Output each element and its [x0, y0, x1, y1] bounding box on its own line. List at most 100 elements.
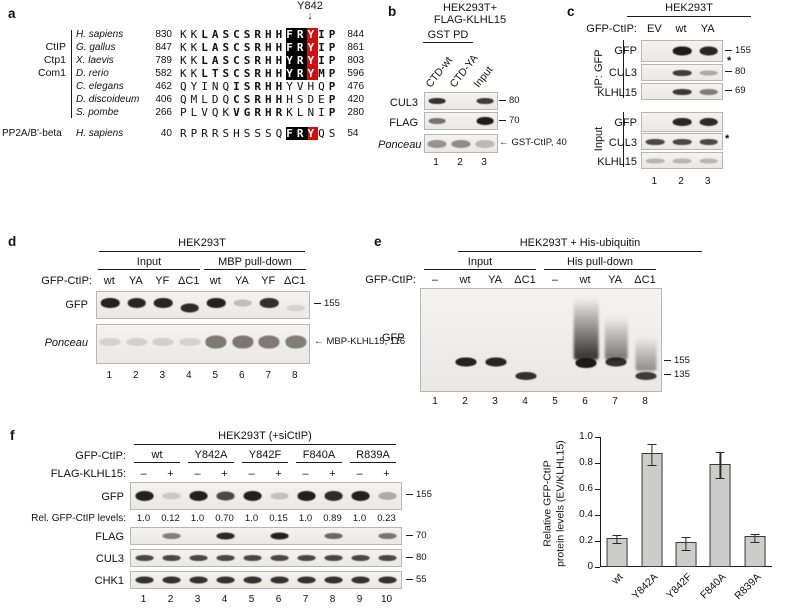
blot-band	[378, 492, 397, 500]
mw-marker-80: 80	[499, 95, 520, 106]
mw-value: 70	[509, 115, 520, 126]
lane-number: 5	[552, 396, 558, 407]
input-cul3-blot-label: CUL3	[593, 137, 637, 149]
his-pd-header: His pull-down	[544, 256, 656, 270]
residue-end-number: 861	[347, 42, 365, 53]
chart-plot: 0 0.2 0.4 0.6 0.8 1.0	[579, 431, 772, 572]
error-bar-cap	[647, 444, 657, 446]
genotype-label: R839A	[350, 449, 396, 463]
y-tick-label: 0	[587, 561, 593, 572]
mw-value: 70	[416, 530, 427, 541]
blot-band	[351, 576, 370, 584]
lane-label: YA	[608, 274, 622, 286]
sequence: RPRRSHSSSQFRYQS	[180, 127, 340, 140]
error-bar-cap	[715, 452, 725, 454]
blot-band	[258, 335, 280, 349]
y842-site-label: Y842	[297, 0, 323, 12]
lane-number: 4	[185, 370, 192, 381]
panel-e-label: e	[374, 234, 382, 249]
blot-band	[378, 576, 397, 584]
residue-start-number: 266	[155, 107, 172, 118]
blot-smear	[573, 295, 599, 360]
y-tick-label: 0.6	[579, 483, 593, 494]
blot-band	[270, 555, 289, 561]
marker-tick-line	[499, 119, 506, 122]
rel-levels-values: 1.0 0.12 1.0 0.70 1.0 0.15 1.0 0.89 1.0 0.23	[130, 513, 400, 525]
residue-end-number: 54	[347, 128, 359, 139]
blot-band	[152, 338, 174, 347]
transfection-title: FLAG-KLHL15	[433, 14, 507, 26]
mw-value: 155	[416, 489, 432, 500]
y-tick-label: 0.4	[579, 509, 593, 520]
lane-label: YA	[234, 275, 249, 287]
lane-label: YA	[700, 23, 715, 35]
group-label-ctp1: Ctp1	[43, 54, 66, 66]
input-header: Input	[424, 256, 536, 270]
blot-band	[475, 139, 495, 148]
residue-start-number: 847	[155, 42, 172, 53]
lane-number: 6	[275, 594, 282, 605]
alignment-row: C. elegans 462 QYINQISRHHYVHQP 476	[76, 80, 364, 93]
error-bar-cap	[715, 478, 725, 480]
flag-klhl15-label: FLAG-KLHL15:	[50, 468, 126, 480]
rel-level-value: 0.15	[269, 513, 288, 524]
blot-band	[270, 576, 289, 584]
input-gfp-blot	[641, 112, 723, 132]
x-tick-labels: wt Y842A Y842F F840A R839A	[600, 571, 772, 602]
cell-line-title: HEK293T	[178, 237, 226, 249]
chart-bar	[641, 453, 663, 567]
blot-band	[672, 158, 692, 163]
group-label-ctip: CtIP	[45, 41, 66, 53]
lane-label: wt	[675, 23, 687, 35]
blot-band	[286, 304, 306, 311]
panel-c-label: c	[567, 4, 575, 19]
mw-value: 69	[735, 85, 746, 96]
blot-band	[135, 576, 154, 584]
mbp-pd-header: MBP pull-down	[204, 256, 306, 270]
ponceau-blot	[424, 134, 498, 153]
panel-b-label: b	[388, 4, 397, 19]
mw-marker-80: 80	[725, 66, 746, 77]
construct-label: GFP-CtIP:	[586, 23, 637, 35]
mw-value: 55	[416, 574, 427, 585]
species-name: C. elegans	[76, 81, 124, 92]
panel-e-his-pulldown: e HEK293T + His-ubiquitin Input His pull…	[365, 232, 788, 428]
gfp-blot	[96, 291, 310, 319]
genotype-label: wt	[134, 449, 180, 463]
blot-band	[476, 98, 494, 104]
alignment-row: D. rerio 582 KKLTSCSRHHYRYMP 596	[76, 67, 364, 80]
lane-number: 7	[265, 370, 272, 381]
error-bar-cap	[750, 533, 760, 536]
lane-number: 2	[457, 157, 463, 168]
lane-number: 2	[132, 370, 139, 381]
x-tick-label: Y842A	[629, 571, 661, 602]
flag-blot	[130, 527, 402, 545]
rel-levels-label: Rel. GFP-CtIP levels:	[31, 513, 126, 524]
rel-level-value: 1.0	[190, 513, 205, 524]
lane-number: 6	[238, 370, 245, 381]
y-tick-label: 1.0	[579, 431, 593, 442]
lane-number: 2	[678, 176, 684, 187]
lane-number: 5	[248, 594, 255, 605]
flag-sign: +	[167, 468, 174, 480]
rel-level-value: 0.89	[323, 513, 342, 524]
gfp-blot-label: GFP	[382, 332, 405, 344]
marker-tick-line	[314, 302, 321, 305]
error-bar	[616, 535, 618, 544]
rel-level-value: 1.0	[352, 513, 367, 524]
group-bracket-line	[71, 30, 72, 118]
genotype-label: Y842A	[188, 449, 234, 463]
blot-band	[179, 338, 201, 347]
mbp-klhl15-annotation: ← MBP-KLHL15, 116	[314, 336, 405, 347]
blot-band	[162, 576, 181, 584]
marker-tick-line	[499, 99, 506, 102]
flag-sign: +	[329, 468, 336, 480]
flag-sign: –	[194, 468, 201, 480]
lane-label: Input	[471, 64, 496, 90]
lane-label: wt	[459, 274, 471, 286]
blot-band	[605, 357, 627, 367]
flag-sign: –	[140, 468, 147, 480]
blot-band	[189, 491, 208, 501]
blot-band	[672, 88, 692, 95]
